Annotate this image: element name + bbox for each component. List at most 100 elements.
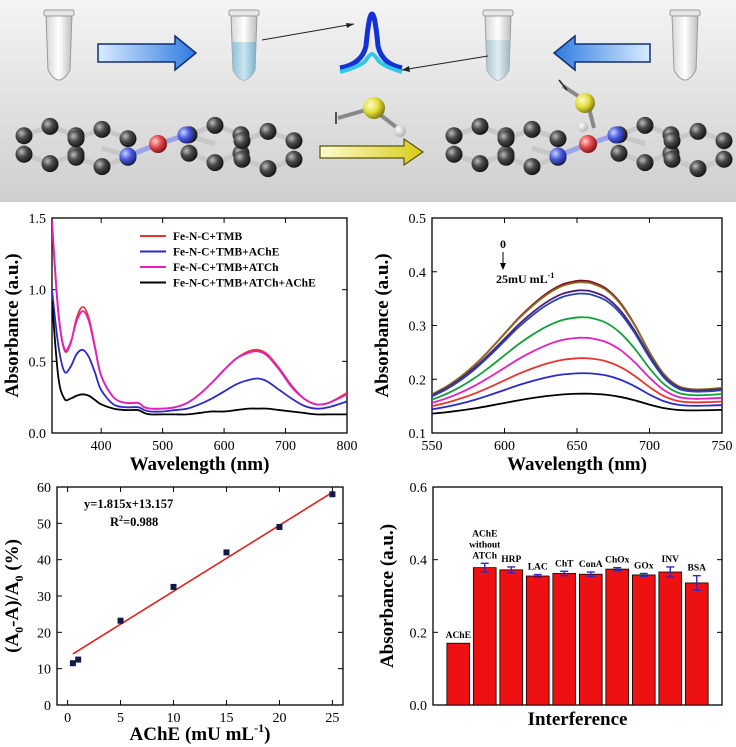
carbon-atom: [233, 132, 251, 150]
data-point: [329, 491, 336, 498]
carbon-atom: [285, 150, 303, 168]
bar-label: HRP: [501, 555, 521, 565]
carbon-atom: [715, 150, 733, 168]
series-line-3: [432, 289, 722, 397]
y-tick-label: 1.5: [29, 212, 47, 227]
panel-a-uv-vis-spectra: 400 500 600 700 800 0.0 0.5 1.0 1.5 Fe-N-C+TMB Fe-…: [2, 212, 358, 475]
bar-label: ConA: [579, 560, 603, 570]
panel-c-calibration-curve: 0 5 10 15 20 25 0 10 20 30 40 50 60 y=1.815x+13.157 R2…: [2, 481, 344, 745]
carbon-atom: [233, 150, 251, 168]
y-tick-label: 30: [37, 590, 51, 605]
y-tick-label: 0.1: [409, 427, 427, 442]
series-line-8: [432, 372, 722, 411]
x-tick-label: 15: [219, 711, 233, 726]
plot-frame: [51, 217, 348, 434]
data-point: [276, 523, 283, 530]
fe-n-c-molecule-right: [445, 116, 733, 178]
data-point: [170, 583, 177, 590]
bar-chox: [605, 568, 630, 706]
series-line-2: [432, 281, 722, 396]
y-tick-label: 0.4: [410, 554, 428, 569]
y-tick-label: 0.4: [409, 266, 427, 281]
bar-hrp: [499, 569, 524, 706]
y-tick-label: 40: [37, 554, 51, 569]
x-tick-label: 700: [275, 439, 296, 454]
carbon-atom: [445, 145, 463, 163]
data-point: [75, 656, 82, 663]
carbon-atom: [689, 160, 707, 178]
arrow-right-blue: [97, 34, 198, 72]
carbon-atom: [119, 130, 137, 148]
series-line-7: [432, 357, 722, 408]
carbon-atom: [15, 127, 33, 145]
y-tick-label: 60: [37, 481, 51, 496]
carbon-atom: [663, 150, 681, 168]
y-tick-label: 0.2: [410, 626, 428, 641]
fit-equation: y=1.815x+13.157: [84, 497, 173, 511]
x-axis-label: Wavelength (nm): [507, 454, 647, 475]
x-tick-label: 20: [272, 711, 286, 726]
y-tick-label: 0.2: [409, 373, 427, 388]
bar-cona: [578, 573, 603, 706]
y-tick-label: 0.5: [29, 355, 47, 370]
bar-label: GOx: [634, 561, 654, 571]
fe-n-c-molecule-left: [15, 116, 303, 178]
series-line-2: [52, 289, 347, 413]
x-axis-label: Wavelength (nm): [130, 454, 270, 475]
r-squared: R2=0.988: [110, 514, 158, 529]
x-tick-label: 750: [712, 439, 733, 454]
carbon-atom: [523, 120, 541, 138]
bar-label: LAC: [528, 563, 548, 573]
bar-label: AChE: [472, 529, 497, 539]
x-tick-label: 800: [337, 439, 358, 454]
bar-gox: [631, 574, 656, 706]
tube-3-pale-blue: [482, 9, 514, 81]
bar-label: ATCh: [472, 551, 497, 561]
carbon-atom: [206, 154, 224, 172]
carbon-atom: [15, 145, 33, 163]
x-tick-label: 0: [64, 711, 71, 726]
y-axis-label: (A0-A)/A0 (%): [2, 539, 26, 653]
carbon-atom: [259, 160, 277, 178]
bar-inv: [658, 571, 683, 706]
legend-label: Fe-N-C+TMB: [173, 231, 242, 243]
y-axis-label: Absorbance (a.u.): [377, 524, 398, 668]
bar-ache: [446, 642, 471, 706]
carbon-atom: [206, 116, 224, 134]
carbon-atom: [67, 130, 85, 148]
fit-line: [72, 491, 333, 655]
carbon-atom: [67, 148, 85, 166]
carbon-atom: [497, 148, 515, 166]
iron-atom: [149, 135, 167, 153]
carbon-atom: [663, 132, 681, 150]
plot-frame: [432, 486, 723, 706]
thiocholine-molecule: [335, 97, 406, 137]
x-axis-label: Interference: [528, 709, 628, 730]
annotation-start: 0: [500, 237, 506, 251]
y-axis-label: Absorbance (a.u.): [372, 253, 393, 397]
spectrum-peak-icon: [261, 11, 489, 74]
bar-label: AChE: [446, 631, 471, 641]
bar-cht: [552, 573, 577, 706]
bar-label: BSA: [688, 564, 707, 574]
y-tick-label: 1.0: [29, 284, 47, 299]
carbon-atom: [259, 122, 277, 140]
series-line-5: [432, 316, 722, 401]
bar-lac: [525, 575, 550, 706]
legend-label: Fe-N-C+TMB+ATCh: [173, 262, 279, 274]
arrow-left-blue: [552, 34, 651, 72]
series-line-4: [52, 301, 347, 416]
series-line-6: [432, 336, 722, 404]
y-tick-label: 0.5: [409, 212, 427, 227]
tube-1-clear: [43, 9, 75, 81]
bar-ache-without-atch: [472, 567, 497, 706]
series-line-4: [432, 292, 722, 398]
y-tick-label: 20: [37, 626, 51, 641]
panel-b-concentration-spectra: 550 600 650 700 750 0.1 0.2 0.3 0.4 0.5 0 25mU mL-1…: [372, 212, 733, 475]
series-line-9: [432, 392, 722, 415]
x-axis-label: AChE (mU mL-1): [130, 721, 271, 745]
tube-4-clear: [669, 9, 701, 81]
x-tick-label: 650: [567, 439, 588, 454]
